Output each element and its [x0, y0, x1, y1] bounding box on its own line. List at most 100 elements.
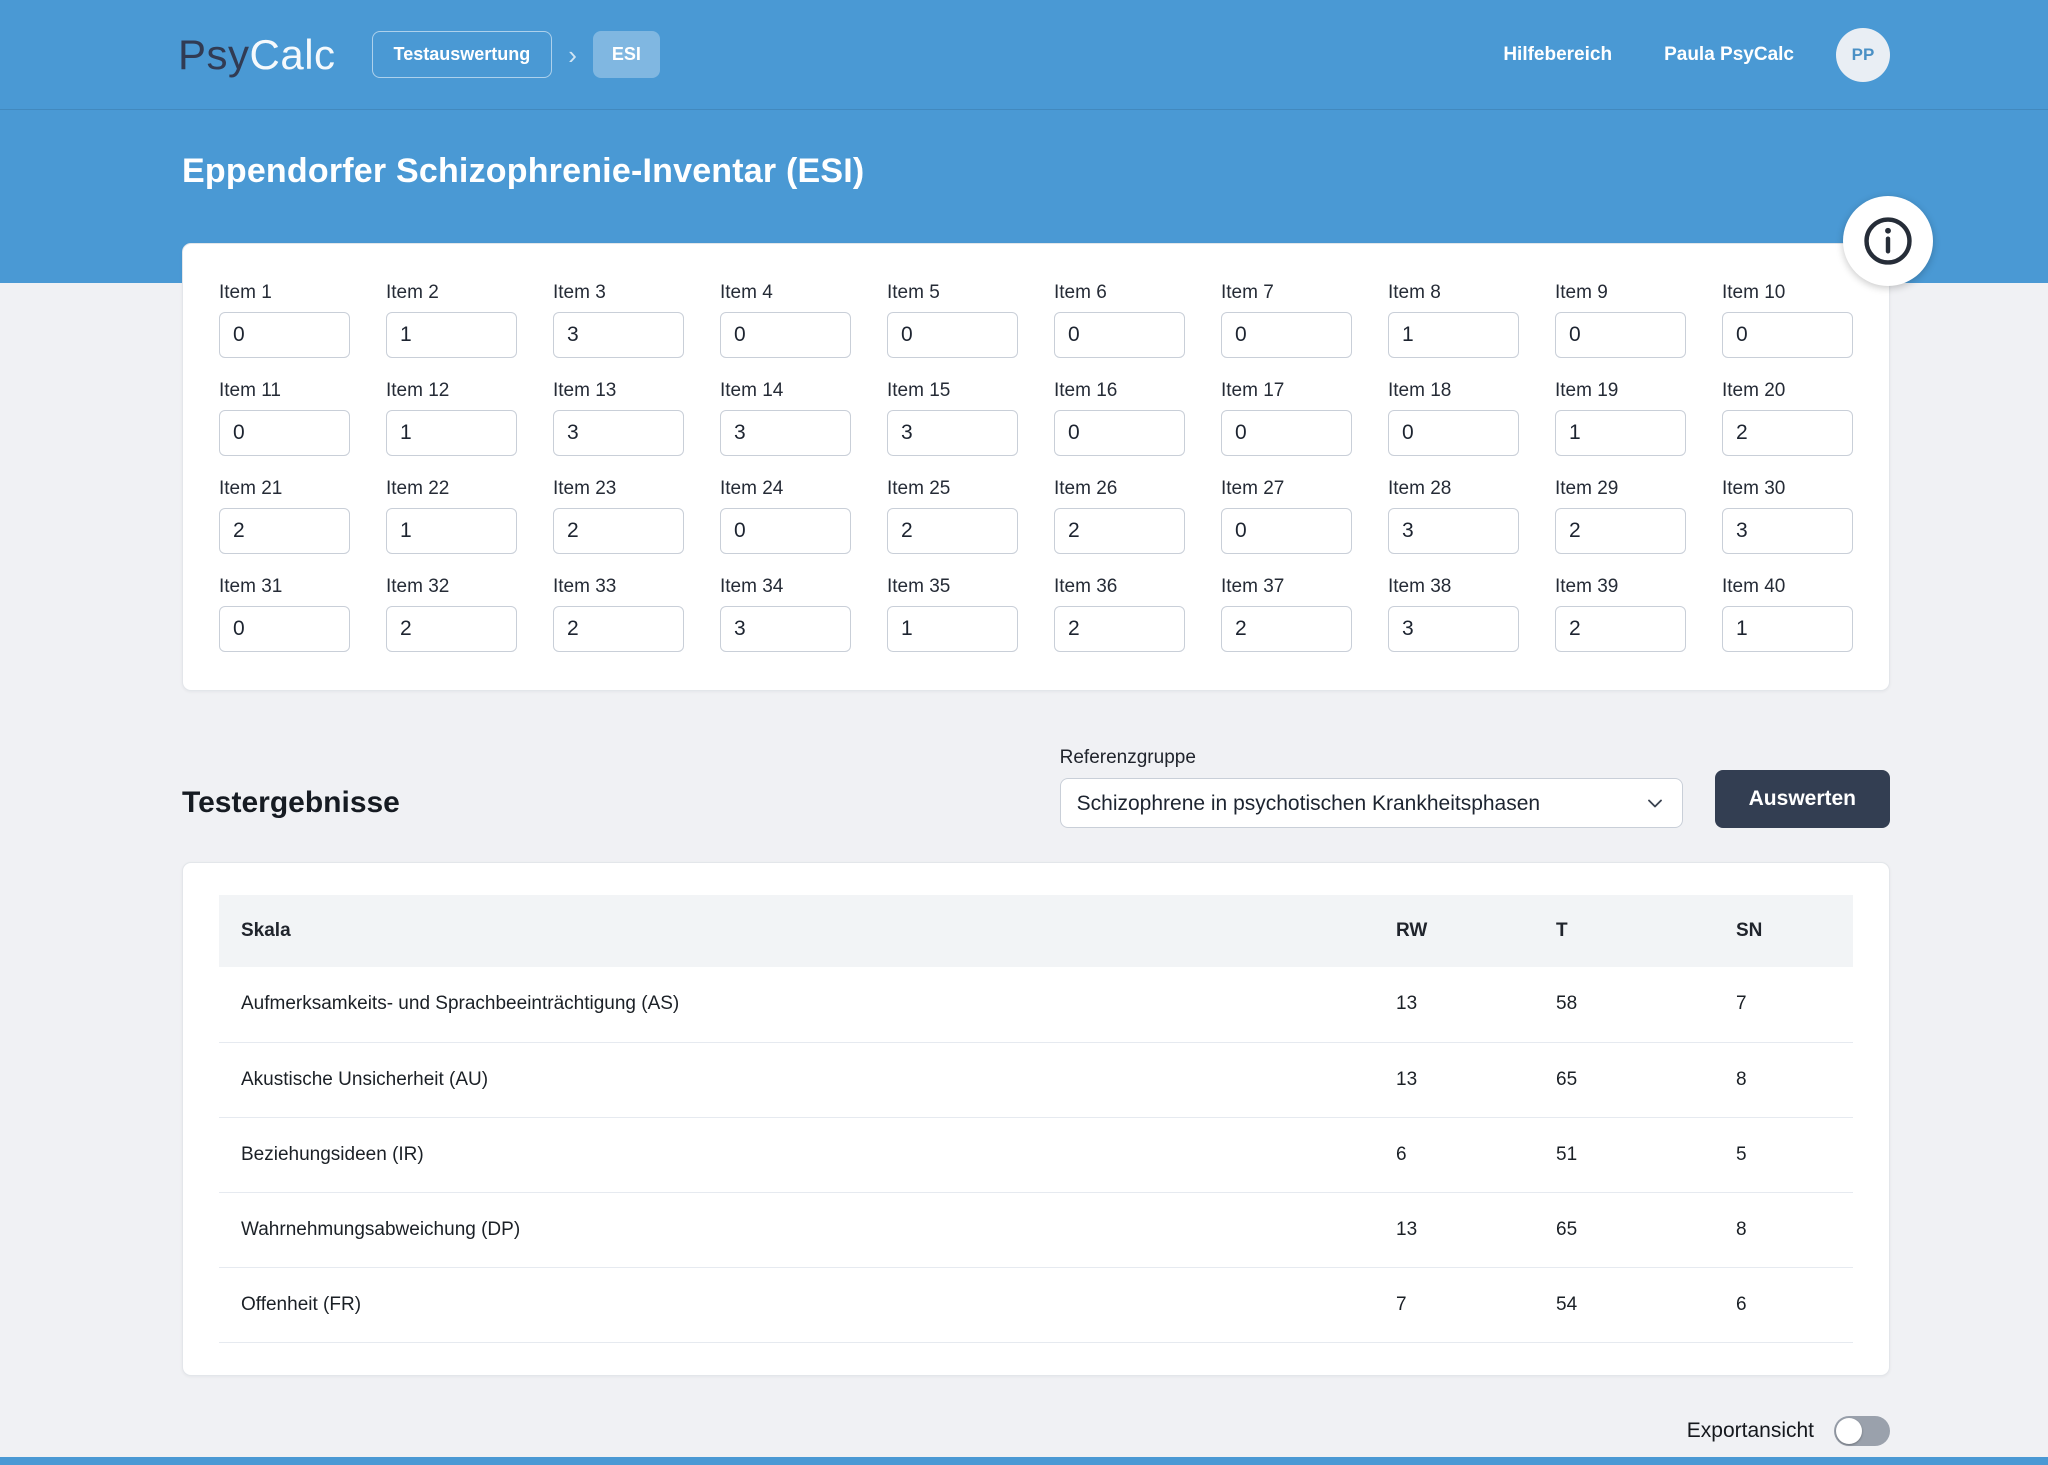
- item-value-input[interactable]: [1221, 508, 1352, 554]
- item-cell: Item 17: [1221, 380, 1352, 456]
- item-cell: Item 7: [1221, 282, 1352, 358]
- item-cell: Item 25: [887, 478, 1018, 554]
- item-value-input[interactable]: [1388, 312, 1519, 358]
- item-value-input[interactable]: [1722, 312, 1853, 358]
- cell-sn: 7: [1714, 967, 1853, 1043]
- item-value-input[interactable]: [219, 606, 350, 652]
- item-value-input[interactable]: [887, 410, 1018, 456]
- cell-t: 51: [1534, 1117, 1714, 1193]
- item-value-input[interactable]: [887, 606, 1018, 652]
- item-value-input[interactable]: [720, 312, 851, 358]
- item-value-input[interactable]: [887, 508, 1018, 554]
- item-cell: Item 4: [720, 282, 851, 358]
- column-header-rw: RW: [1374, 895, 1534, 967]
- cell-rw: 13: [1374, 1192, 1534, 1268]
- item-value-input[interactable]: [386, 606, 517, 652]
- item-cell: Item 33: [553, 576, 684, 652]
- item-value-input[interactable]: [1054, 410, 1185, 456]
- item-label: Item 20: [1722, 380, 1786, 401]
- item-value-input[interactable]: [1221, 312, 1352, 358]
- item-value-input[interactable]: [1555, 508, 1686, 554]
- cell-t: 54: [1534, 1267, 1714, 1343]
- logo-part-psy: Psy: [178, 30, 250, 78]
- item-value-input[interactable]: [386, 312, 517, 358]
- items-grid: Item 1 Item 2 Item 3 Item 4: [219, 282, 1853, 652]
- info-icon: [1860, 213, 1916, 269]
- item-label: Item 21: [219, 478, 283, 499]
- item-label: Item 33: [553, 576, 617, 597]
- item-label: Item 40: [1722, 576, 1786, 597]
- item-value-input[interactable]: [1555, 410, 1686, 456]
- item-value-input[interactable]: [1722, 410, 1853, 456]
- avatar[interactable]: PP: [1836, 27, 1890, 82]
- table-header-row: Skala RW T SN: [219, 895, 1853, 967]
- item-value-input[interactable]: [1388, 508, 1519, 554]
- item-value-input[interactable]: [1054, 606, 1185, 652]
- item-value-input[interactable]: [720, 410, 851, 456]
- item-value-input[interactable]: [219, 312, 350, 358]
- item-label: Item 29: [1555, 478, 1619, 499]
- item-value-input[interactable]: [1555, 606, 1686, 652]
- item-cell: Item 36: [1054, 576, 1185, 652]
- item-cell: Item 31: [219, 576, 350, 652]
- item-value-input[interactable]: [219, 508, 350, 554]
- item-label: Item 4: [720, 282, 773, 303]
- item-label: Item 37: [1221, 576, 1285, 597]
- item-cell: Item 23: [553, 478, 684, 554]
- item-value-input[interactable]: [219, 410, 350, 456]
- item-cell: Item 15: [887, 380, 1018, 456]
- user-name-link[interactable]: Paula PsyCalc: [1664, 43, 1794, 65]
- footer-bar: [0, 1457, 2048, 1465]
- cell-rw: 7: [1374, 1267, 1534, 1343]
- item-cell: Item 35: [887, 576, 1018, 652]
- item-label: Item 11: [219, 380, 281, 401]
- breadcrumb-item-testauswertung[interactable]: Testauswertung: [371, 31, 553, 78]
- cell-rw: 13: [1374, 1042, 1534, 1118]
- item-label: Item 9: [1555, 282, 1608, 303]
- item-cell: Item 5: [887, 282, 1018, 358]
- cell-skala: Aufmerksamkeits- und Sprachbeeinträchtig…: [219, 967, 1374, 1043]
- cell-rw: 6: [1374, 1117, 1534, 1193]
- item-value-input[interactable]: [1388, 410, 1519, 456]
- info-button[interactable]: [1843, 196, 1933, 286]
- item-label: Item 15: [887, 380, 951, 401]
- item-value-input[interactable]: [1388, 606, 1519, 652]
- cell-skala: Beziehungsideen (IR): [219, 1117, 1374, 1193]
- item-value-input[interactable]: [386, 508, 517, 554]
- breadcrumb-item-esi[interactable]: ESI: [592, 31, 660, 78]
- item-value-input[interactable]: [553, 606, 684, 652]
- app-header: PsyCalc Testauswertung › ESI Hilfebereic…: [0, 0, 2048, 110]
- item-value-input[interactable]: [1221, 410, 1352, 456]
- item-value-input[interactable]: [553, 410, 684, 456]
- item-value-input[interactable]: [887, 312, 1018, 358]
- item-cell: Item 37: [1221, 576, 1352, 652]
- item-value-input[interactable]: [1221, 606, 1352, 652]
- item-value-input[interactable]: [1722, 606, 1853, 652]
- item-value-input[interactable]: [1054, 508, 1185, 554]
- item-cell: Item 39: [1555, 576, 1686, 652]
- item-value-input[interactable]: [386, 410, 517, 456]
- reference-group-label: Referenzgruppe: [1059, 747, 1196, 768]
- item-cell: Item 19: [1555, 380, 1686, 456]
- export-view-label: Exportansicht: [1686, 1418, 1814, 1442]
- item-label: Item 32: [386, 576, 450, 597]
- app-logo[interactable]: PsyCalc: [178, 31, 336, 79]
- evaluate-button[interactable]: Auswerten: [1714, 770, 1890, 828]
- reference-group-select[interactable]: Schizophrene in psychotischen Krankheits…: [1059, 778, 1683, 828]
- cell-t: 65: [1534, 1192, 1714, 1268]
- item-value-input[interactable]: [720, 606, 851, 652]
- item-label: Item 30: [1722, 478, 1786, 499]
- table-row: Offenheit (FR) 7 54 6: [219, 1267, 1853, 1343]
- item-cell: Item 14: [720, 380, 851, 456]
- item-value-input[interactable]: [720, 508, 851, 554]
- item-label: Item 34: [720, 576, 784, 597]
- item-input-card: Item 1 Item 2 Item 3 Item 4: [182, 243, 1890, 691]
- item-value-input[interactable]: [553, 508, 684, 554]
- help-link[interactable]: Hilfebereich: [1503, 43, 1613, 65]
- export-view-toggle[interactable]: [1834, 1415, 1890, 1446]
- item-value-input[interactable]: [1555, 312, 1686, 358]
- item-value-input[interactable]: [553, 312, 684, 358]
- item-value-input[interactable]: [1722, 508, 1853, 554]
- item-value-input[interactable]: [1054, 312, 1185, 358]
- toggle-knob: [1836, 1417, 1862, 1444]
